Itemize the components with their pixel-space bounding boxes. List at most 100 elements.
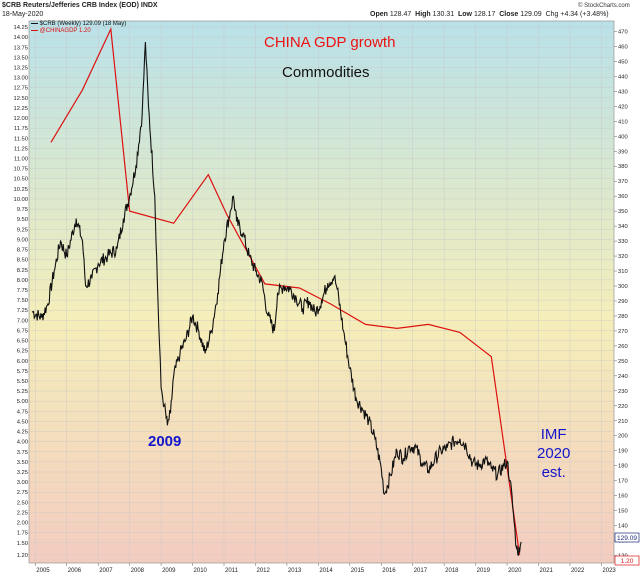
high-label: High: [415, 11, 431, 18]
open-value: 128.47: [389, 11, 412, 18]
legend-crb: $CRB (Weekly) 129.09 (18 May): [31, 21, 126, 27]
symbol-description: $CRB Reuters/Jefferies CRB Index (EOD) I…: [2, 2, 158, 9]
stockcharts-watermark: © StockCharts.com: [578, 3, 630, 9]
open-label: Open: [370, 11, 388, 18]
left-tick-label: 7.00: [17, 318, 28, 324]
right-tick-label: 220: [618, 404, 628, 410]
right-tick-label: 330: [618, 239, 628, 245]
gdp-last-badge: [614, 555, 640, 566]
legend-crb-swatch: [31, 22, 38, 24]
right-tick-label: 310: [618, 269, 628, 275]
right-axis: 1201301401501601701801902002102202302402…: [614, 29, 628, 560]
label-imf-line3: est.: [541, 464, 566, 481]
left-tick-label: 1.20: [17, 553, 28, 559]
left-tick-label: 8.50: [17, 258, 28, 264]
right-tick-label: 450: [618, 59, 628, 65]
left-tick-label: 11.50: [14, 136, 28, 142]
right-tick-label: 350: [618, 209, 628, 215]
left-tick-label: 3.00: [17, 480, 28, 486]
x-tick-label: 2020: [508, 568, 522, 574]
right-tick-label: 150: [618, 509, 628, 515]
left-tick-label: 9.75: [17, 207, 28, 213]
right-tick-label: 420: [618, 104, 628, 110]
left-tick-label: 8.25: [17, 268, 28, 274]
label-imf-line2: 2020: [537, 445, 571, 462]
right-tick-label: 300: [618, 284, 628, 290]
plot-background: [28, 20, 615, 564]
ohlc-readout: Open 128.47 High 130.31 Low 128.17 Close…: [370, 11, 609, 18]
right-tick-label: 260: [618, 344, 628, 350]
crb-last-badge-text: 129.09: [617, 535, 637, 542]
left-tick-label: 5.25: [17, 389, 28, 395]
change-value: Chg +4.34 (+3.48%): [545, 11, 609, 18]
left-tick-label: 13.00: [13, 76, 28, 82]
left-tick-label: 2.75: [17, 490, 28, 496]
left-tick-label: 11.25: [14, 146, 28, 152]
low-value: 128.17: [473, 11, 496, 18]
right-tick-label: 440: [618, 74, 628, 80]
left-tick-label: 12.25: [13, 106, 28, 112]
x-tick-label: 2011: [225, 568, 239, 574]
left-tick-label: 12.00: [13, 116, 28, 122]
left-tick-label: 1.50: [17, 541, 28, 547]
left-tick-label: 10.50: [13, 177, 28, 183]
left-tick-label: 3.25: [17, 470, 28, 476]
x-tick-label: 2005: [36, 568, 50, 574]
left-tick-label: 9.25: [17, 227, 28, 233]
symbol-line: $CRB Reuters/Jefferies CRB Index (EOD) I…: [2, 2, 158, 9]
left-tick-label: 11.75: [14, 126, 28, 132]
high-value: 130.31: [432, 11, 455, 18]
right-tick-label: 240: [618, 374, 628, 380]
left-tick-label: 7.25: [17, 308, 28, 314]
right-tick-label: 140: [618, 524, 628, 530]
left-tick-label: 10.25: [13, 187, 28, 193]
left-tick-label: 13.50: [13, 55, 28, 61]
left-tick-label: 6.50: [17, 339, 28, 345]
left-tick-label: 8.75: [17, 248, 28, 254]
label-2009: 2009: [148, 433, 182, 450]
right-tick-label: 400: [618, 134, 628, 140]
crb-last-badge: [614, 532, 640, 543]
x-tick-label: 2019: [477, 568, 491, 574]
x-tick-label: 2013: [288, 568, 302, 574]
right-tick-label: 180: [618, 464, 628, 470]
left-tick-label: 12.75: [13, 86, 28, 92]
right-tick-label: 280: [618, 314, 628, 320]
left-tick-label: 5.00: [17, 399, 28, 405]
right-tick-label: 160: [618, 494, 628, 500]
left-tick-label: 14.25: [13, 25, 28, 31]
x-tick-label: 2010: [194, 568, 208, 574]
left-tick-label: 13.75: [13, 45, 28, 51]
left-tick-label: 7.50: [17, 298, 28, 304]
right-tick-label: 370: [618, 179, 628, 185]
label-imf: IMF 2020 est.: [537, 425, 570, 482]
left-tick-label: 14.00: [13, 35, 28, 41]
x-tick-label: 2022: [571, 568, 585, 574]
x-axis: 2005 2006 2007 2008 2009 2010 2011 2012 2013 2014…: [35, 563, 616, 574]
right-tick-label: 430: [618, 89, 628, 95]
x-tick-label: 2023: [602, 568, 616, 574]
left-tick-label: 12.50: [13, 96, 28, 102]
right-tick-label: 380: [618, 164, 628, 170]
close-label: Close: [499, 11, 519, 18]
right-tick-label: 210: [618, 419, 628, 425]
left-tick-label: 13.25: [13, 66, 28, 72]
right-tick-label: 390: [618, 149, 628, 155]
gdp-last-badge-text: 1.20: [621, 558, 634, 565]
x-tick-label: 2015: [351, 568, 365, 574]
left-tick-label: 5.50: [17, 379, 28, 385]
left-tick-label: 9.50: [17, 217, 28, 223]
x-tick-label: 2007: [99, 568, 113, 574]
x-tick-label: 2009: [162, 568, 176, 574]
legend-crb-label: $CRB (Weekly) 129.09 (18 May): [39, 21, 127, 27]
left-tick-label: 8.00: [17, 278, 28, 284]
left-tick-label: 7.75: [17, 288, 28, 294]
left-tick-label: 4.00: [17, 440, 28, 446]
gridlines: [29, 21, 614, 563]
left-tick-label: 10.00: [13, 197, 28, 203]
left-tick-label: 10.75: [13, 167, 28, 173]
x-tick-label: 2006: [68, 568, 82, 574]
right-tick-label: 190: [618, 449, 628, 455]
left-tick-label: 4.25: [17, 430, 28, 436]
